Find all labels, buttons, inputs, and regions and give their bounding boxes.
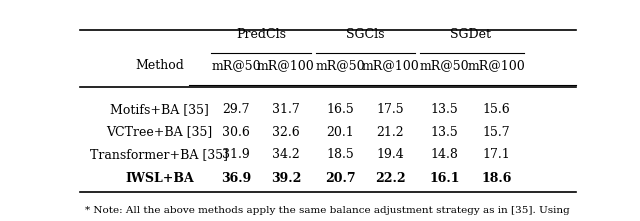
Text: 13.5: 13.5 (431, 126, 458, 139)
Text: 19.4: 19.4 (376, 148, 404, 161)
Text: IWSL+BA: IWSL+BA (125, 172, 194, 185)
Text: VCTree+BA [35]: VCTree+BA [35] (106, 126, 212, 139)
Text: SGCls: SGCls (346, 28, 385, 41)
Text: mR@100: mR@100 (468, 59, 525, 72)
Text: * Note: All the above methods apply the same balance adjustment strategy as in [: * Note: All the above methods apply the … (85, 206, 570, 215)
Text: 14.8: 14.8 (431, 148, 458, 161)
Text: 29.7: 29.7 (223, 103, 250, 116)
Text: mR@50: mR@50 (316, 59, 365, 72)
Text: 39.2: 39.2 (271, 172, 301, 185)
Text: 18.6: 18.6 (481, 172, 512, 185)
Text: mR@50: mR@50 (211, 59, 261, 72)
Text: mR@50: mR@50 (420, 59, 469, 72)
Text: 13.5: 13.5 (431, 103, 458, 116)
Text: Transformer+BA [35]: Transformer+BA [35] (90, 148, 228, 161)
Text: 20.7: 20.7 (325, 172, 356, 185)
Text: Method: Method (135, 59, 184, 72)
Text: 15.7: 15.7 (483, 126, 511, 139)
Text: 18.5: 18.5 (326, 148, 355, 161)
Text: mR@100: mR@100 (361, 59, 419, 72)
Text: Motifs+BA [35]: Motifs+BA [35] (110, 103, 209, 116)
Text: 31.7: 31.7 (272, 103, 300, 116)
Text: 22.2: 22.2 (374, 172, 405, 185)
Text: 21.2: 21.2 (376, 126, 404, 139)
Text: 30.6: 30.6 (222, 126, 250, 139)
Text: 17.5: 17.5 (376, 103, 404, 116)
Text: SGDet: SGDet (450, 28, 491, 41)
Text: 36.9: 36.9 (221, 172, 252, 185)
Text: 31.9: 31.9 (222, 148, 250, 161)
Text: 15.6: 15.6 (483, 103, 511, 116)
Text: 16.5: 16.5 (326, 103, 355, 116)
Text: 34.2: 34.2 (272, 148, 300, 161)
Text: mR@100: mR@100 (257, 59, 315, 72)
Text: 32.6: 32.6 (272, 126, 300, 139)
Text: 20.1: 20.1 (326, 126, 355, 139)
Text: 16.1: 16.1 (429, 172, 460, 185)
Text: 17.1: 17.1 (483, 148, 511, 161)
Text: PredCls: PredCls (236, 28, 286, 41)
